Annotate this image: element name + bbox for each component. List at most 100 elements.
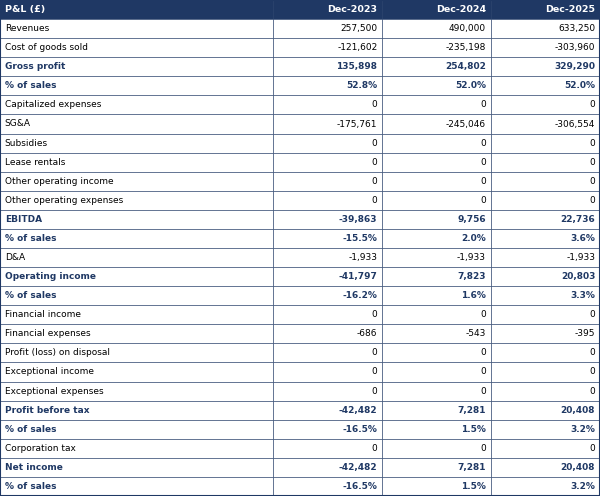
Bar: [491, 153, 600, 172]
Bar: [382, 458, 491, 477]
Text: 52.8%: 52.8%: [346, 81, 377, 90]
Bar: [382, 286, 491, 305]
Bar: [0, 401, 273, 420]
Text: 0: 0: [480, 368, 486, 376]
Text: 0: 0: [589, 348, 595, 358]
Bar: [0, 267, 273, 286]
Bar: [273, 458, 382, 477]
Text: 20,408: 20,408: [561, 406, 595, 415]
Text: -16.5%: -16.5%: [343, 482, 377, 491]
Text: 0: 0: [480, 138, 486, 148]
Bar: [273, 76, 382, 95]
Text: -16.5%: -16.5%: [343, 425, 377, 434]
Bar: [0, 420, 273, 439]
Bar: [0, 477, 273, 496]
Text: 329,290: 329,290: [554, 62, 595, 71]
Text: -39,863: -39,863: [339, 215, 377, 224]
Text: 0: 0: [480, 348, 486, 358]
Text: % of sales: % of sales: [5, 234, 56, 243]
Bar: [0, 210, 273, 229]
Bar: [382, 439, 491, 458]
Bar: [0, 229, 273, 248]
Bar: [491, 95, 600, 115]
Text: 0: 0: [480, 386, 486, 396]
Bar: [0, 439, 273, 458]
Text: 0: 0: [589, 196, 595, 205]
Bar: [273, 38, 382, 57]
Bar: [491, 363, 600, 381]
Text: Corporation tax: Corporation tax: [5, 444, 76, 453]
Text: -42,482: -42,482: [339, 406, 377, 415]
Bar: [0, 248, 273, 267]
Text: Cost of goods sold: Cost of goods sold: [5, 43, 88, 52]
Text: -395: -395: [575, 329, 595, 338]
Bar: [382, 76, 491, 95]
Bar: [382, 19, 491, 38]
Text: 0: 0: [589, 158, 595, 167]
Text: -1,933: -1,933: [349, 253, 377, 262]
Text: 7,281: 7,281: [458, 463, 486, 472]
Text: Net income: Net income: [5, 463, 62, 472]
Bar: [382, 324, 491, 343]
Bar: [0, 57, 273, 76]
Text: 0: 0: [480, 196, 486, 205]
Text: Financial income: Financial income: [5, 310, 81, 319]
Text: 0: 0: [589, 368, 595, 376]
Bar: [491, 210, 600, 229]
Text: 0: 0: [371, 177, 377, 186]
Text: 3.2%: 3.2%: [571, 425, 595, 434]
Text: Profit before tax: Profit before tax: [5, 406, 89, 415]
Bar: [0, 133, 273, 153]
Text: 0: 0: [371, 100, 377, 110]
Text: Lease rentals: Lease rentals: [5, 158, 65, 167]
Bar: [273, 401, 382, 420]
Bar: [0, 172, 273, 191]
Text: 7,823: 7,823: [458, 272, 486, 281]
Bar: [382, 477, 491, 496]
Bar: [0, 191, 273, 210]
Text: 254,802: 254,802: [445, 62, 486, 71]
Text: % of sales: % of sales: [5, 425, 56, 434]
Bar: [382, 381, 491, 401]
Text: 0: 0: [371, 138, 377, 148]
Text: -41,797: -41,797: [338, 272, 377, 281]
Bar: [0, 95, 273, 115]
Bar: [273, 19, 382, 38]
Bar: [382, 95, 491, 115]
Text: 490,000: 490,000: [449, 24, 486, 33]
Bar: [382, 420, 491, 439]
Text: 0: 0: [371, 444, 377, 453]
Bar: [0, 19, 273, 38]
Text: 1.5%: 1.5%: [461, 425, 486, 434]
Bar: [0, 153, 273, 172]
Bar: [382, 133, 491, 153]
Text: 0: 0: [371, 386, 377, 396]
Bar: [382, 229, 491, 248]
Bar: [273, 267, 382, 286]
Text: Financial expenses: Financial expenses: [5, 329, 91, 338]
Text: % of sales: % of sales: [5, 482, 56, 491]
Bar: [273, 172, 382, 191]
Bar: [491, 57, 600, 76]
Text: -235,198: -235,198: [446, 43, 486, 52]
Text: Dec-2023: Dec-2023: [328, 5, 377, 14]
Bar: [491, 458, 600, 477]
Text: Operating income: Operating income: [5, 272, 96, 281]
Text: Capitalized expenses: Capitalized expenses: [5, 100, 101, 110]
Bar: [491, 267, 600, 286]
Bar: [273, 286, 382, 305]
Text: 0: 0: [589, 138, 595, 148]
Bar: [273, 363, 382, 381]
Bar: [273, 115, 382, 133]
Bar: [273, 305, 382, 324]
Bar: [382, 267, 491, 286]
Text: 0: 0: [480, 100, 486, 110]
Bar: [382, 248, 491, 267]
Text: 0: 0: [589, 100, 595, 110]
Text: 0: 0: [480, 177, 486, 186]
Bar: [273, 381, 382, 401]
Text: % of sales: % of sales: [5, 81, 56, 90]
Text: Exceptional expenses: Exceptional expenses: [5, 386, 103, 396]
Bar: [382, 305, 491, 324]
Bar: [491, 248, 600, 267]
